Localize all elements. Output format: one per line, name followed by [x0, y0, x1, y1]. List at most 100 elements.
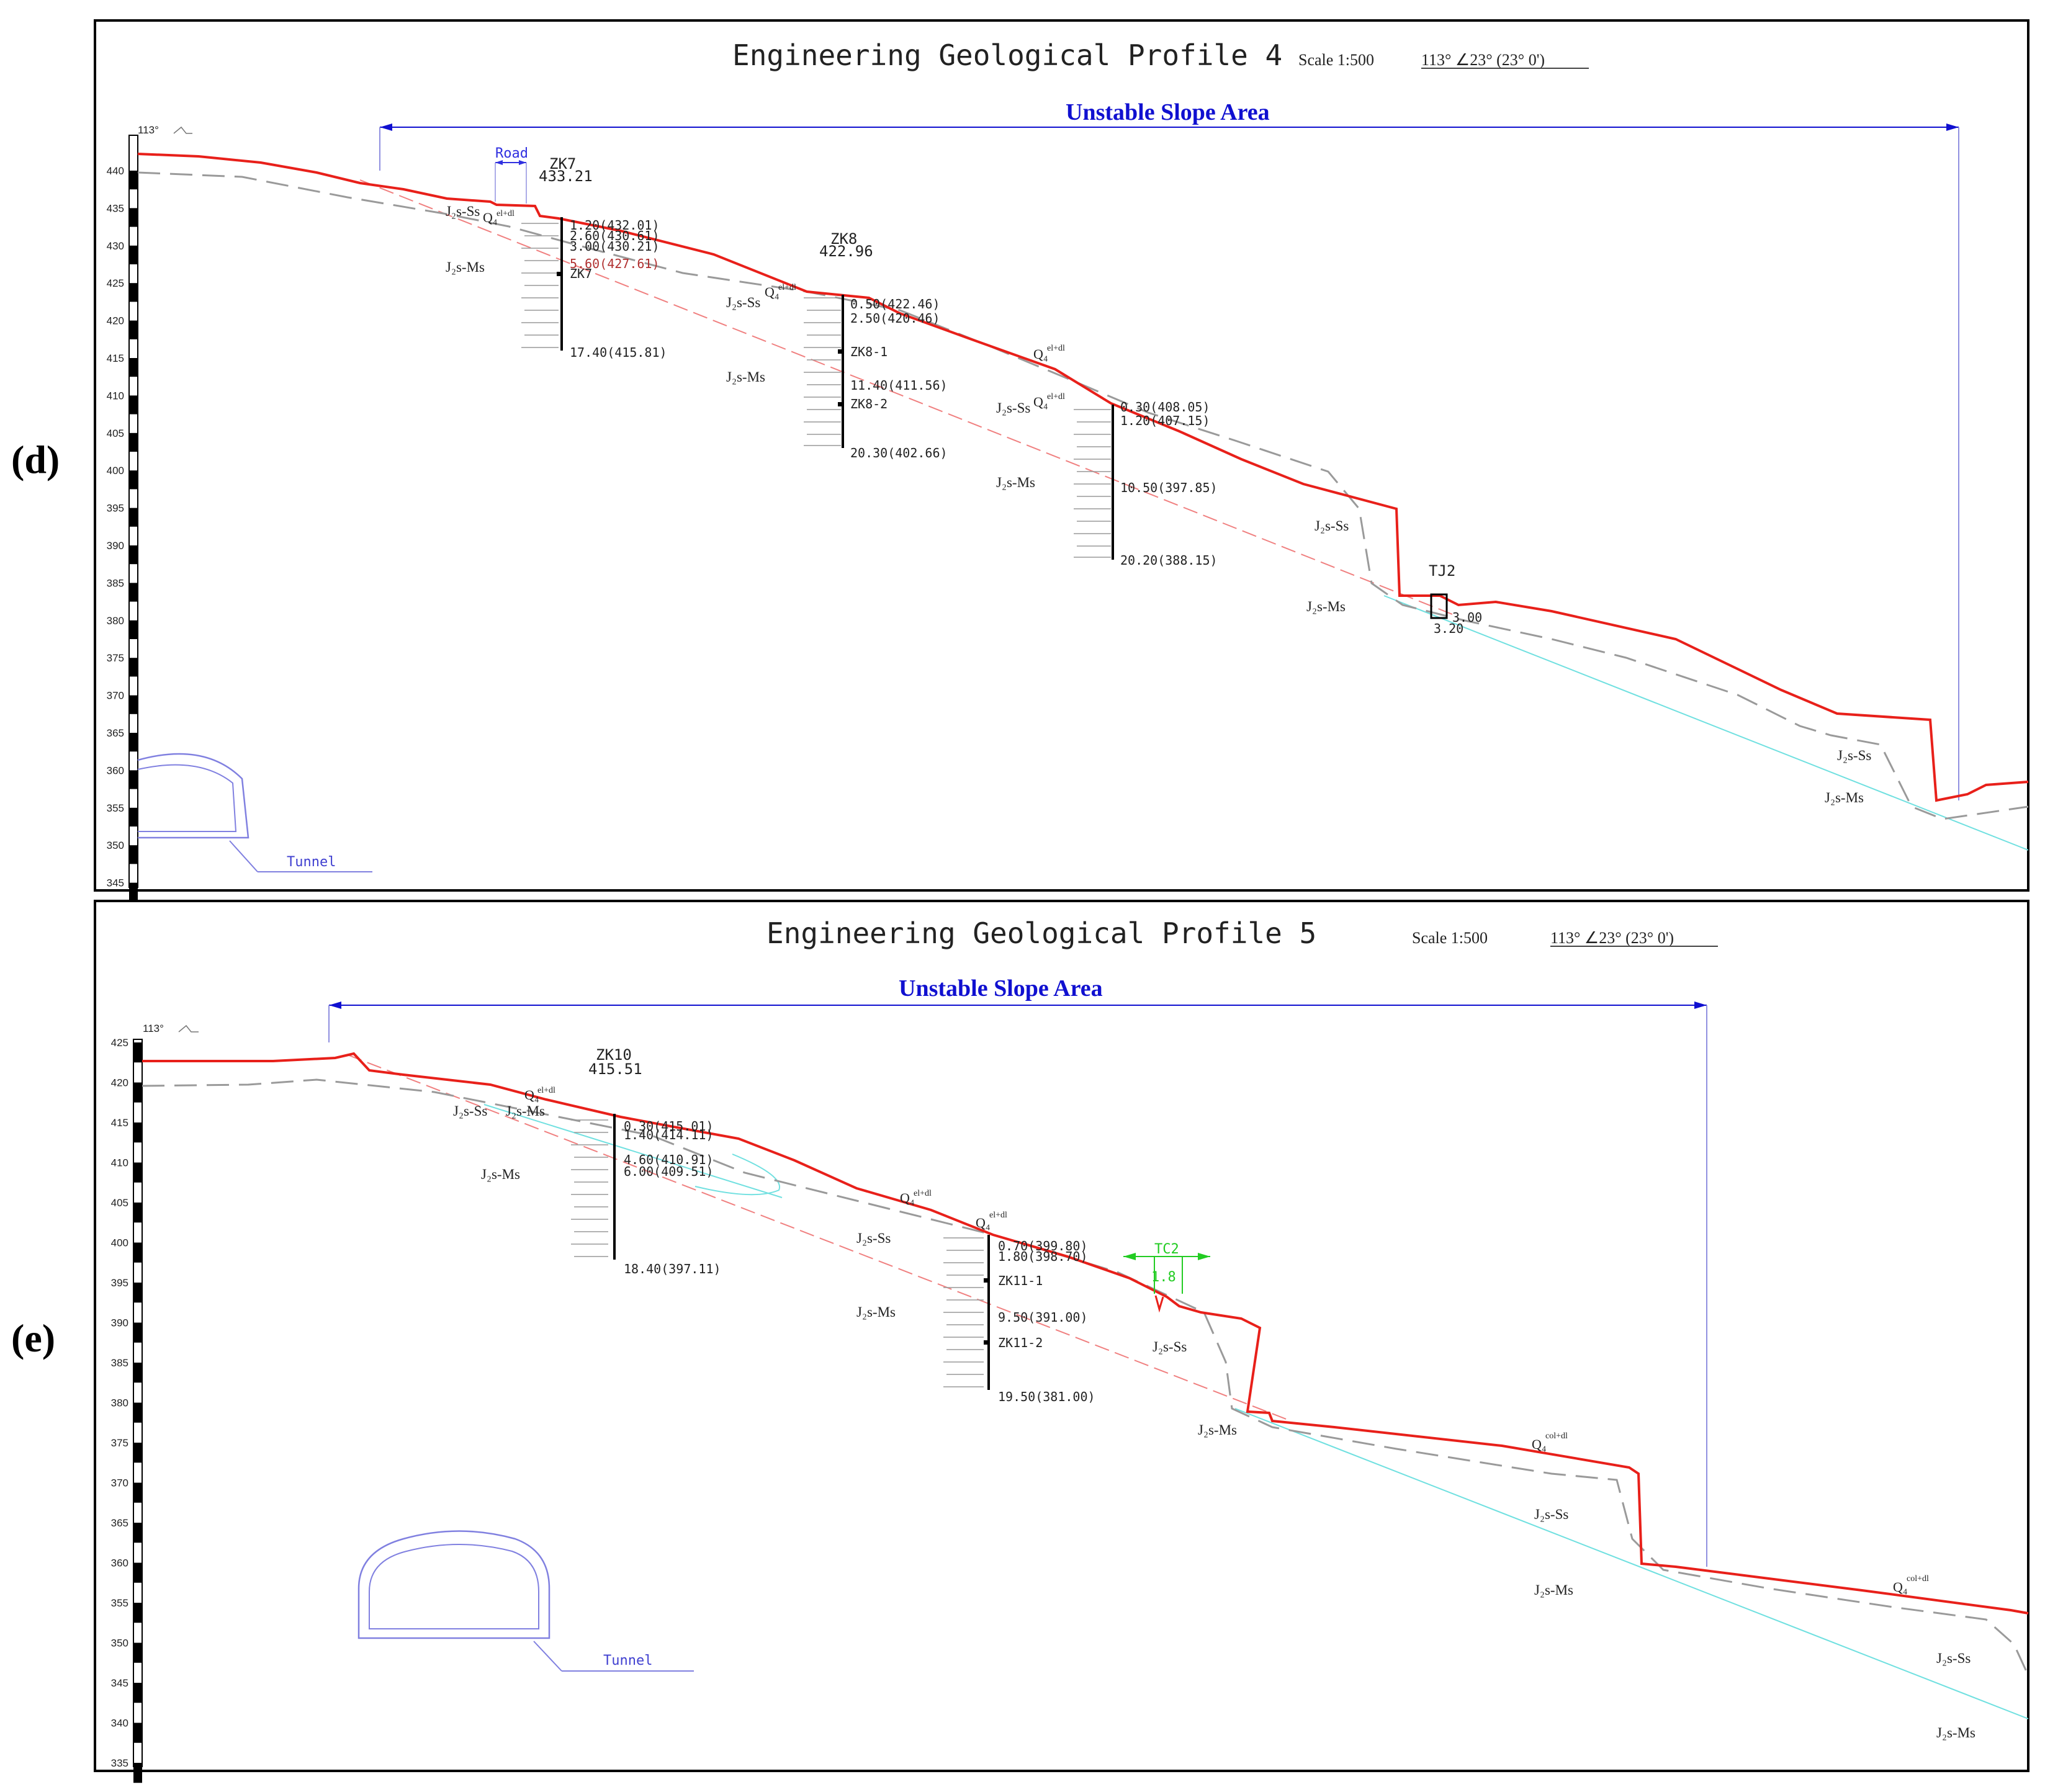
borehole-elevation: 422.96	[819, 243, 873, 260]
dip-line-cyan	[1383, 595, 2029, 851]
axis-scale-block	[133, 1523, 142, 1543]
axis-scale-block	[129, 620, 138, 639]
strata-label: J₂s-Ss	[446, 204, 480, 219]
panel-d-frame	[94, 19, 2029, 892]
strata-label: J₂s-Ms	[1825, 790, 1864, 805]
svg-text:Q₄: Q₄	[483, 210, 498, 225]
borehole-depth: 0.30(415.01)	[624, 1119, 714, 1134]
axis-tick-label: 415	[111, 1117, 128, 1129]
dip-line-red	[347, 1054, 1292, 1422]
svg-text:Q₄: Q₄	[1033, 346, 1048, 362]
borehole-depth: 1.40(414.11)	[624, 1127, 714, 1142]
weathering-contact-line	[137, 171, 2029, 820]
axis-scale-block	[133, 1363, 142, 1383]
axis-tick-label: 380	[111, 1397, 128, 1409]
panel-e: (e) Engineering Geological Profile 5 Sca…	[11, 900, 2029, 1783]
axis-scale-block	[129, 283, 138, 302]
dip-line-cyan	[483, 1104, 783, 1198]
axis-scale-block	[129, 432, 138, 452]
borehole-depth: 5.60(427.61)	[570, 256, 660, 271]
axis-tick-label: 360	[111, 1557, 128, 1569]
panel-e-unstable-label: Unstable Slope Area	[899, 975, 1103, 1001]
borehole-depth: 6.00(409.51)	[624, 1164, 714, 1179]
borehole-3: 0.30(408.05) 1.20(407.15) 10.50(397.85) …	[1074, 400, 1218, 568]
tunnel-label: Tunnel	[603, 1653, 652, 1669]
svg-text:el+dl: el+dl	[989, 1211, 1007, 1220]
panel-d-orientation: 113° ∠23° (23° 0')	[1421, 51, 1545, 69]
borehole-depth: 20.30(402.66)	[850, 446, 948, 460]
axis-tick-label: 425	[107, 277, 124, 289]
axis-tick-label: 355	[107, 802, 124, 814]
axis-scale-block	[129, 583, 138, 602]
axis-scale-block	[133, 1482, 142, 1503]
axis-tick-label: 430	[107, 240, 124, 252]
axis-tick-label: 420	[107, 315, 124, 327]
borehole-depth: 2.50(420.46)	[850, 311, 940, 326]
panel-d-title: Engineering Geological Profile 4	[732, 38, 1282, 72]
panel-e-title: Engineering Geological Profile 5	[766, 916, 1316, 950]
borehole-zk8: ZK8 422.96 0.50(422.46) 2.50(420.46) 11.…	[804, 230, 948, 460]
axis-scale-block	[129, 695, 138, 714]
axis-scale-block	[133, 1283, 142, 1303]
strata-label: J₂s-Ms	[996, 475, 1035, 490]
panel-e-scale: Scale 1:500	[1412, 929, 1488, 947]
svg-text:Q₄: Q₄	[1532, 1436, 1547, 1452]
strata-label: J₂s-Ss	[1936, 1651, 1971, 1666]
strata-label: J₂s-Ss	[1534, 1507, 1568, 1522]
svg-text:Q₄: Q₄	[900, 1190, 915, 1206]
borehole-depth: 4.60(410.91)	[624, 1152, 714, 1167]
axis-scale-block	[133, 1122, 142, 1143]
panel-d-scale: Scale 1:500	[1298, 51, 1374, 69]
quaternary-label: Q₄ el+dl	[765, 283, 796, 300]
borehole-elevation: 433.21	[539, 168, 593, 185]
strata-label: J₂s-Ms	[1534, 1582, 1573, 1598]
strata-label: J₂s-Ss	[1153, 1339, 1187, 1355]
axis-tick-label: 395	[107, 503, 124, 514]
axis-tick-label: 405	[107, 428, 124, 439]
axis-scale-block	[133, 1443, 142, 1463]
strata-label: J₂s-Ss	[996, 400, 1030, 416]
strata-label: J₂s-Ms	[506, 1103, 545, 1119]
axis-tick-label: 385	[107, 577, 124, 589]
sample-label: ZK7	[570, 266, 592, 281]
axis-tick-label: 405	[111, 1197, 128, 1209]
weathering-contact-line	[142, 1078, 2029, 1676]
sample-label: ZK8-2	[850, 396, 888, 411]
axis-tick-label: 380	[107, 615, 124, 627]
pit-depth: 3.00	[1452, 610, 1482, 625]
svg-text:el+dl: el+dl	[914, 1189, 932, 1198]
sample-label: ZK11-2	[998, 1335, 1043, 1350]
axis-tick-label: 395	[111, 1277, 128, 1289]
axis-tick-label: 435	[107, 202, 124, 214]
ground-surface-line	[142, 1052, 2029, 1615]
borehole-id: ZK10	[596, 1046, 632, 1064]
axis-tick-label: 440	[107, 165, 124, 177]
trench-tc2: TC2 1.8	[1123, 1242, 1210, 1313]
strata-label: J₂s-Ss	[726, 295, 760, 310]
sample-label: ZK11-1	[998, 1273, 1043, 1288]
axis-scale-block	[129, 733, 138, 752]
strata-label: J₂s-Ss	[1315, 518, 1349, 534]
panel-tag-d: (d)	[11, 437, 60, 482]
strata-label: J₂s-Ms	[481, 1167, 520, 1182]
borehole-depth: 0.70(399.80)	[998, 1239, 1088, 1253]
tunnel-outline: Tunnel	[357, 1530, 694, 1672]
borehole-depth: 1.20(407.15)	[1120, 413, 1210, 428]
axis-tick-label: 365	[107, 727, 124, 739]
panel-e-frame	[94, 900, 2029, 1772]
borehole-depth: 10.50(397.85)	[1120, 480, 1218, 495]
axis-tick-label: 420	[111, 1077, 128, 1089]
strata-label: J₂s-Ms	[726, 369, 765, 385]
axis-marker: 113°	[138, 124, 159, 136]
axis-tick-label: 340	[111, 1718, 128, 1729]
svg-text:Q₄: Q₄	[524, 1087, 539, 1103]
axis-tick-label: 410	[111, 1157, 128, 1169]
strata-label: J₂s-Ms	[856, 1304, 896, 1320]
axis-tick-label: 415	[107, 352, 124, 364]
axis-scale-block	[133, 1042, 142, 1063]
road-label: Road	[495, 146, 528, 161]
svg-text:el+dl: el+dl	[1047, 344, 1065, 353]
axis-scale-block	[133, 1763, 142, 1783]
axis-scale-block	[129, 171, 138, 190]
strata-label: J₂s-Ms	[1198, 1422, 1237, 1438]
